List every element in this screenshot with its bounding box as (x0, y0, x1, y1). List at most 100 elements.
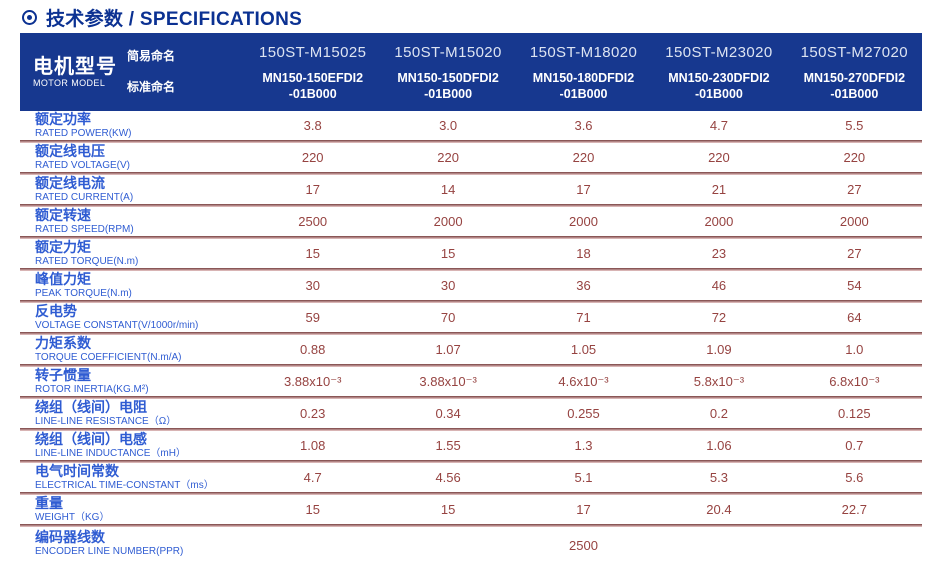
value-cell: 5.8x10⁻³ (693, 373, 745, 389)
value-cell: 23 (711, 246, 727, 261)
row-label-en: RATED VOLTAGE(V) (35, 159, 131, 171)
row-label-zh: 重量 (35, 494, 63, 511)
row-label: 力矩系数 TORQUE COEFFICIENT(N.m/A) (20, 334, 245, 363)
row-label-zh: 峰值力矩 (35, 270, 91, 287)
row-label-en: ROTOR INERTIA(KG.M²) (35, 383, 149, 395)
value-cell: 2000 (704, 214, 734, 229)
model-column-header: 150ST-M18020 MN150-180DFDI2 -01B000 (516, 33, 651, 111)
row-label-en: WEIGHT（KG） (35, 511, 110, 523)
value-cell: 2000 (569, 214, 598, 229)
model-standard-name: MN150-150EFDI2 -01B000 (262, 70, 364, 101)
value-cell: 70 (440, 310, 456, 325)
row-separator (20, 492, 922, 495)
row-separator (20, 428, 922, 431)
value-cell: 1.55 (435, 438, 461, 453)
value-cell: 22.7 (841, 502, 867, 517)
row-label-en: RATED TORQUE(N.m) (35, 255, 139, 267)
row-label-en: RATED SPEED(RPM) (35, 223, 134, 235)
value-cell: 4.56 (435, 470, 461, 485)
row-separator (20, 364, 922, 367)
table-row: 编码器线数 ENCODER LINE NUMBER(PPR) 2500 (20, 527, 922, 565)
row-label-zh: 力矩系数 (35, 334, 91, 351)
row-label-zh: 电气时间常数 (35, 462, 119, 479)
table-row: 额定力矩 RATED TORQUE(N.m) 15 15 18 23 27 (20, 239, 922, 268)
value-cell: 30 (305, 278, 320, 293)
simple-name-label: 简易命名 (127, 49, 176, 63)
value-cell: 14 (440, 182, 456, 197)
row-label-zh: 额定线电压 (35, 142, 105, 159)
row-label: 额定力矩 RATED TORQUE(N.m) (20, 239, 245, 267)
value-cell: 5.3 (709, 470, 728, 485)
value-cell: 2500 (298, 214, 328, 229)
value-cell: 18 (576, 246, 591, 261)
value-cell: 30 (440, 278, 456, 293)
motor-model-title-block: 电机型号 MOTOR MODEL (20, 56, 127, 88)
row-separator (20, 236, 922, 239)
value-cell: 64 (847, 310, 862, 325)
value-cell: 20.4 (706, 502, 732, 517)
table-row: 重量 WEIGHT（KG） 15 15 17 20.4 22.7 (20, 495, 922, 524)
model-simple-name: 150ST-M18020 (529, 44, 638, 61)
value-cell: 1.3 (574, 438, 593, 453)
model-simple-name: 150ST-M15025 (259, 44, 367, 61)
row-label-en: TORQUE COEFFICIENT(N.m/A) (35, 351, 182, 363)
value-cell: 17 (576, 182, 591, 197)
value-cell: 27 (847, 182, 862, 197)
value-cell: 6.8x10⁻³ (829, 373, 880, 389)
specifications-table: 电机型号 MOTOR MODEL 简易命名 标准命名 150ST-M15025 … (20, 33, 922, 565)
row-label-en: LINE-LINE RESISTANCE（Ω） (35, 415, 177, 427)
value-cell: 71 (576, 310, 591, 325)
row-label: 转子惯量 ROTOR INERTIA(KG.M²) (20, 366, 245, 395)
value-cell: 220 (572, 150, 595, 165)
value-cell: 15 (305, 502, 320, 517)
table-row: 绕组（线间）电阻 LINE-LINE RESISTANCE（Ω） 0.23 0.3… (20, 399, 922, 428)
table-row: 额定线电压 RATED VOLTAGE(V) 220 220 220 220 220 (20, 143, 922, 172)
naming-labels: 简易命名 标准命名 (127, 33, 175, 111)
value-cell: 1.05 (570, 342, 597, 357)
table-body: 额定功率 RATED POWER(KW) 3.8 3.0 3.6 4.7 5.5 额定线… (20, 111, 922, 565)
table-row: 力矩系数 TORQUE COEFFICIENT(N.m/A) 0.88 1.07 1… (20, 335, 922, 364)
row-separator (20, 300, 922, 303)
row-label-zh: 额定功率 (35, 110, 91, 127)
value-cell: 220 (437, 150, 459, 165)
value-cell: 4.7 (709, 118, 728, 133)
row-separator (20, 172, 922, 175)
row-label: 额定线电流 RATED CURRENT(A) (20, 175, 245, 203)
model-standard-name: MN150-150DFDI2 -01B000 (397, 70, 499, 101)
row-separator (20, 524, 922, 527)
row-separator (20, 140, 922, 143)
value-cell: 3.0 (439, 118, 458, 133)
value-cell: 17 (576, 502, 591, 517)
model-column-header: 150ST-M23020 MN150-230DFDI2 -01B000 (651, 33, 786, 111)
table-row: 电气时间常数 ELECTRICAL TIME-CONSTANT（ms） 4.7 4… (20, 463, 922, 492)
value-cell: 46 (711, 278, 727, 293)
value-cell: 15 (440, 502, 456, 517)
model-standard-name: MN150-270DFDI2 -01B000 (803, 70, 906, 101)
table-row: 额定功率 RATED POWER(KW) 3.8 3.0 3.6 4.7 5.5 (20, 111, 922, 140)
model-simple-name: 150ST-M27020 (800, 44, 909, 61)
row-label-en: LINE-LINE INDUCTANCE（mH） (35, 447, 186, 459)
value-cell: 220 (843, 150, 866, 165)
row-label-en: PEAK TORQUE(N.m) (35, 287, 132, 299)
table-row: 额定转速 RATED SPEED(RPM) 2500 2000 2000 2000 20… (20, 207, 922, 236)
table-row: 额定线电流 RATED CURRENT(A) 17 14 17 21 27 (20, 175, 922, 204)
row-label-zh: 转子惯量 (35, 366, 91, 383)
value-cell: 2000 (433, 214, 463, 229)
model-column-header: 150ST-M15025 MN150-150EFDI2 -01B000 (245, 33, 380, 111)
value-cell: 0.2 (709, 406, 728, 421)
value-cell: 3.88x10⁻³ (419, 373, 477, 389)
row-label-zh: 绕组（线间）电阻 (35, 398, 147, 415)
row-label-zh: 反电势 (35, 302, 77, 319)
value-cell: 27 (847, 246, 862, 261)
model-standard-name: MN150-180DFDI2 -01B000 (532, 70, 635, 101)
row-label: 反电势 VOLTAGE CONSTANT(V/1000r/min) (20, 302, 245, 331)
value-cell: 3.8 (303, 118, 322, 133)
table-row: 绕组（线间）电感 LINE-LINE INDUCTANCE（mH） 1.08 1.… (20, 431, 922, 460)
row-label: 绕组（线间）电感 LINE-LINE INDUCTANCE（mH） (20, 431, 245, 459)
page-title-row: 技术参数 / SPECIFICATIONS (0, 0, 944, 33)
row-label: 额定线电压 RATED VOLTAGE(V) (20, 142, 245, 171)
row-label-en: ENCODER LINE NUMBER(PPR) (35, 545, 184, 557)
row-separator (20, 204, 922, 207)
table-row: 转子惯量 ROTOR INERTIA(KG.M²) 3.88x10⁻³ 3.88x… (20, 367, 922, 396)
row-label: 额定功率 RATED POWER(KW) (20, 110, 245, 139)
